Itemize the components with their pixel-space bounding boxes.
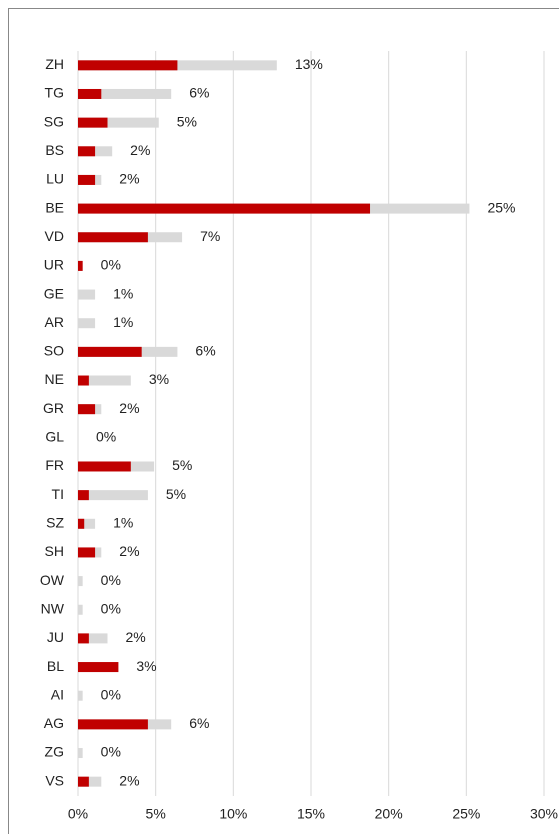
bar xyxy=(78,690,83,701)
y-tick-label: AI xyxy=(51,686,64,702)
bar xyxy=(78,289,96,300)
y-tick-label: BL xyxy=(47,658,64,674)
bar xyxy=(78,633,89,644)
bar xyxy=(78,490,148,501)
y-tick-label: BS xyxy=(45,142,64,158)
x-tick-label: 10% xyxy=(219,806,247,822)
data-label: 2% xyxy=(119,171,139,187)
bar xyxy=(78,203,371,214)
data-label: 0% xyxy=(101,257,121,273)
chart-frame xyxy=(8,8,559,834)
data-label: 2% xyxy=(119,400,139,416)
bar xyxy=(78,633,108,644)
y-tick-label: ZG xyxy=(45,744,64,760)
y-tick-label: UR xyxy=(44,257,64,273)
bar xyxy=(78,748,83,759)
y-tick-label: SZ xyxy=(46,514,64,530)
data-label: 3% xyxy=(149,371,169,387)
y-tick-label: SO xyxy=(44,343,64,359)
data-label: 0% xyxy=(96,429,116,445)
data-label: 3% xyxy=(136,658,156,674)
bar xyxy=(78,662,119,673)
data-label: 0% xyxy=(101,572,121,588)
y-tick-label: GR xyxy=(43,400,64,416)
bar xyxy=(78,88,102,99)
bar xyxy=(78,719,148,730)
bar xyxy=(78,461,131,472)
y-tick-label: OW xyxy=(40,572,65,588)
data-label: 5% xyxy=(177,113,197,129)
bar xyxy=(78,518,85,529)
bar xyxy=(78,117,108,128)
data-label: 6% xyxy=(189,715,209,731)
bar xyxy=(78,604,83,615)
data-label: 0% xyxy=(101,686,121,702)
x-tick-label: 5% xyxy=(146,806,166,822)
bar xyxy=(78,88,172,99)
y-tick-label: SG xyxy=(44,113,64,129)
x-tick-label: 20% xyxy=(375,806,403,822)
data-label: 1% xyxy=(113,314,133,330)
data-label: 13% xyxy=(295,56,323,72)
y-tick-label: AR xyxy=(45,314,64,330)
data-label: 2% xyxy=(119,772,139,788)
x-tick-label: 30% xyxy=(530,806,558,822)
y-tick-label: TG xyxy=(45,85,64,101)
x-tick-label: 15% xyxy=(297,806,325,822)
data-label: 2% xyxy=(130,142,150,158)
y-tick-label: SH xyxy=(45,543,64,559)
data-label: 1% xyxy=(113,285,133,301)
bar xyxy=(78,547,96,558)
bar xyxy=(78,576,83,587)
y-tick-label: FR xyxy=(45,457,64,473)
y-tick-label: ZH xyxy=(45,56,64,72)
bar xyxy=(78,117,159,128)
data-label: 0% xyxy=(101,744,121,760)
data-label: 7% xyxy=(200,228,220,244)
data-label: 25% xyxy=(487,199,515,215)
data-label: 6% xyxy=(195,343,215,359)
bar xyxy=(78,375,89,386)
data-label: 5% xyxy=(172,457,192,473)
data-label: 6% xyxy=(189,85,209,101)
y-tick-label: GE xyxy=(44,285,64,301)
y-tick-label: AG xyxy=(44,715,64,731)
x-tick-label: 0% xyxy=(68,806,88,822)
y-tick-label: NE xyxy=(45,371,64,387)
y-tick-label: VD xyxy=(45,228,64,244)
bar xyxy=(78,404,96,415)
bar xyxy=(78,174,96,185)
bar xyxy=(78,776,102,787)
data-label: 2% xyxy=(126,629,146,645)
bar xyxy=(78,346,142,357)
y-tick-label: TI xyxy=(52,486,64,502)
y-tick-label: GL xyxy=(45,429,64,445)
y-tick-label: NW xyxy=(41,600,65,616)
bar xyxy=(78,232,148,243)
bar xyxy=(78,318,96,329)
data-label: 0% xyxy=(101,600,121,616)
bar xyxy=(78,518,96,529)
y-tick-label: VS xyxy=(45,772,64,788)
y-tick-label: BE xyxy=(45,199,64,215)
bar xyxy=(78,375,131,386)
data-label: 2% xyxy=(119,543,139,559)
y-tick-label: LU xyxy=(46,171,64,187)
data-label: 5% xyxy=(166,486,186,502)
bar xyxy=(78,60,178,71)
bar xyxy=(78,146,96,157)
bar xyxy=(78,776,89,787)
y-tick-label: JU xyxy=(47,629,64,645)
data-label: 1% xyxy=(113,514,133,530)
x-tick-label: 25% xyxy=(452,806,480,822)
bar xyxy=(78,490,89,501)
bar xyxy=(78,260,83,271)
